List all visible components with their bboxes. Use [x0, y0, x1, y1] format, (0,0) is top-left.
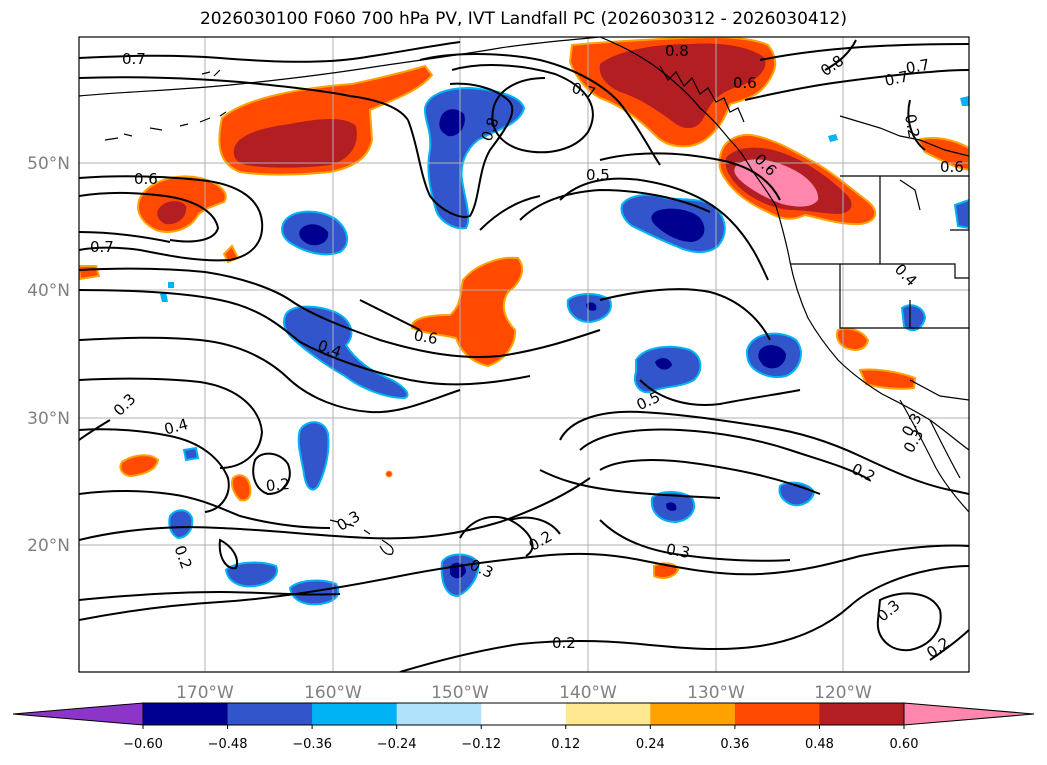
anomaly-patch	[168, 282, 174, 288]
contour-label: 0.6	[940, 158, 964, 176]
anomaly-patch	[233, 119, 357, 168]
anomaly-patch	[157, 201, 187, 225]
anomaly-patch	[160, 292, 168, 302]
colorbar-tick-label: 0.12	[551, 737, 580, 752]
anomaly-patch	[835, 327, 870, 351]
colorbar-segment	[481, 703, 567, 725]
colorbar-tick-label: 0.48	[805, 737, 834, 752]
anomaly-patch	[916, 137, 969, 172]
colorbar-extend-high	[903, 702, 1035, 726]
anomaly-patch	[651, 208, 705, 242]
colorbar-tick-label: 0.24	[636, 737, 665, 752]
colorbar-tick-label: 0.60	[890, 737, 919, 752]
anomaly-patch	[634, 345, 702, 394]
colorbar-segment	[565, 703, 651, 725]
contour-label: 0.6	[412, 326, 439, 348]
anomaly-patch	[439, 109, 465, 137]
contour-label: 0.7	[90, 238, 114, 256]
colorbar-segment	[819, 703, 905, 725]
longitude-labels: 170°W 160°W 150°W 140°W 130°W 120°W	[176, 683, 872, 703]
anomaly-patch	[182, 446, 200, 462]
contour-label: 0.6	[733, 74, 757, 92]
colorbar-tick-label: 0.36	[720, 737, 749, 752]
contour-label: 0.4	[162, 415, 190, 439]
colorbar-tick-label: −0.12	[461, 737, 501, 752]
anomaly-patch	[385, 470, 393, 478]
contour-label: 0.7	[570, 79, 598, 103]
contour-label: 0.3	[665, 540, 692, 562]
map-area	[79, 37, 969, 672]
colorbar-tick-label: −0.60	[123, 737, 163, 752]
lon-label: 160°W	[304, 683, 362, 703]
anomaly-patch	[599, 43, 766, 129]
colorbar-segment	[143, 703, 229, 725]
anomaly-patch	[586, 302, 597, 311]
colorbar-segment	[734, 703, 820, 725]
contour-label: 0.2	[901, 113, 923, 140]
colorbar-segment	[650, 703, 736, 725]
anomaly-patch	[288, 579, 340, 606]
contour-label: 0.2	[265, 475, 290, 495]
contour-label: 0.8	[665, 42, 689, 60]
colorbar-outline	[142, 702, 905, 726]
anomaly-patch	[224, 561, 278, 588]
positive-anomaly-regions	[79, 37, 969, 579]
lat-label: 50°N	[27, 154, 70, 174]
colorbar: −0.60 −0.48 −0.36 −0.24 −0.12 0.12 0.24 0.36 0.4…	[12, 702, 1035, 752]
lon-label: 140°W	[559, 683, 617, 703]
contour-label: 0.7	[122, 50, 146, 68]
colorbar-segment	[312, 703, 398, 725]
negative-anomaly-regions	[160, 86, 969, 606]
map-title: 2026030100 F060 700 hPa PV, IVT Landfall…	[199, 9, 847, 29]
map-frame	[78, 36, 970, 673]
colorbar-tick-label: −0.36	[292, 737, 332, 752]
colorbar-extend-low	[12, 702, 144, 726]
anomaly-patch	[953, 198, 969, 230]
coastlines	[79, 37, 969, 555]
anomaly-patch	[79, 265, 101, 281]
lon-label: 170°W	[176, 683, 234, 703]
anomaly-patch	[230, 474, 252, 502]
contour-label: 0.5	[586, 166, 610, 184]
anomaly-patch	[410, 256, 524, 368]
anomaly-patch	[858, 368, 917, 390]
anomaly-patch	[283, 305, 409, 400]
colorbar-tick-label: −0.24	[377, 737, 417, 752]
anomaly-patch	[828, 134, 838, 142]
anomaly-patch	[900, 304, 927, 332]
lon-label: 130°W	[687, 683, 745, 703]
anomaly-patch	[297, 421, 330, 491]
contour-label: 0.2	[552, 634, 576, 652]
colorbar-segment	[227, 703, 313, 725]
lat-label: 40°N	[27, 281, 70, 301]
anomaly-patch	[758, 345, 786, 369]
latitude-labels: 50°N 40°N 30°N 20°N	[27, 154, 70, 556]
anomaly-patch	[666, 502, 677, 511]
contour-label: 0.6	[134, 170, 158, 188]
lat-label: 20°N	[27, 536, 70, 556]
anomaly-patch	[734, 159, 819, 207]
lat-label: 30°N	[27, 409, 70, 429]
colorbar-tick-label: −0.48	[208, 737, 248, 752]
contour-label: 0.7	[904, 56, 931, 78]
anomaly-patch	[299, 224, 329, 246]
lon-label: 120°W	[814, 683, 872, 703]
contour-label: 0.7	[883, 67, 910, 90]
anomaly-patch	[168, 509, 194, 540]
pv-contours	[79, 39, 969, 672]
anomaly-patch	[655, 358, 672, 370]
anomaly-patch	[960, 96, 969, 106]
anomaly-patch	[119, 454, 160, 478]
lon-label: 150°W	[431, 683, 489, 703]
colorbar-segment	[396, 703, 482, 725]
